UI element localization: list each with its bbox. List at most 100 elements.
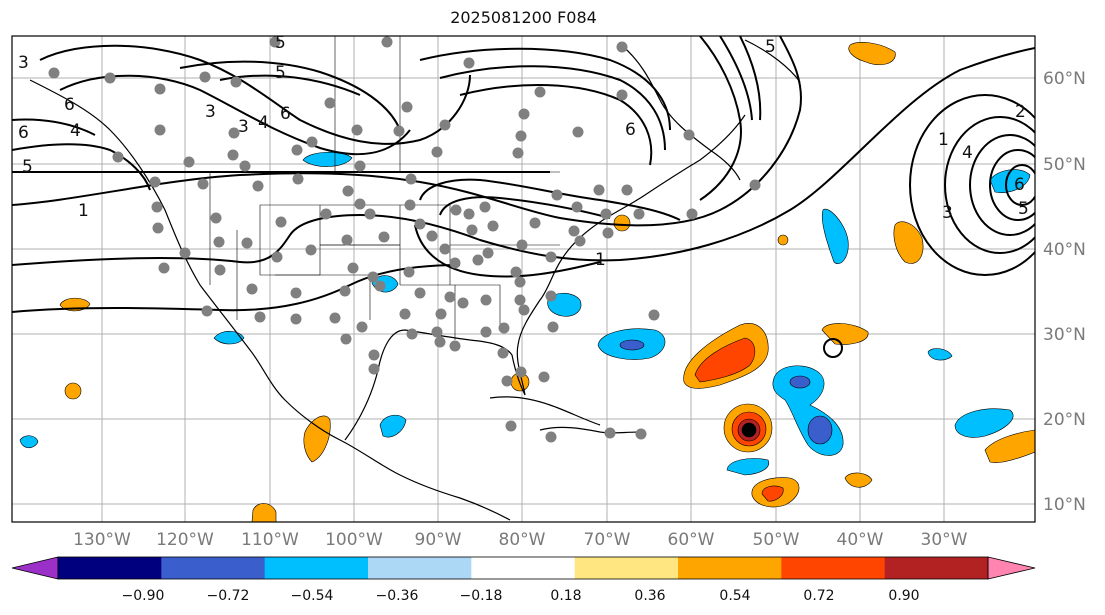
station-marker [227, 149, 239, 161]
station-marker [435, 308, 447, 320]
contour-label: 3 [205, 102, 216, 122]
negative-anomaly-6 [302, 151, 353, 167]
station-marker [505, 420, 517, 432]
station-marker [341, 234, 353, 246]
station-marker [158, 262, 170, 274]
station-marker [213, 236, 225, 248]
station-marker [305, 244, 317, 256]
station-marker [404, 199, 416, 211]
positive-anomaly-g [251, 503, 277, 522]
contour-label: 3 [18, 53, 29, 73]
station-marker [431, 146, 443, 158]
station-marker [472, 254, 484, 266]
station-marker [48, 67, 60, 79]
negative-anomaly-4 [954, 408, 1014, 438]
station-marker [367, 271, 379, 283]
station-marker [518, 108, 530, 120]
colorbar-segment [781, 557, 886, 579]
colorbar-tick-label: −0.18 [460, 588, 503, 604]
station-marker [545, 290, 557, 302]
contour-label: 4 [258, 113, 269, 133]
contour-label: 5 [275, 63, 286, 83]
contour-label-group: 3 5 6 5 3 4 6 4 6 5 1 1 2 1 4 5 6 3 3 5 … [18, 33, 1029, 270]
lon-label: 40°W [837, 530, 884, 550]
station-marker [329, 312, 341, 324]
station-marker [210, 212, 222, 224]
station-marker [463, 57, 475, 69]
station-marker [364, 208, 376, 220]
station-marker [480, 326, 492, 338]
station-marker [368, 349, 380, 361]
contour-label: 3 [238, 117, 249, 137]
colorbar-segment [884, 557, 989, 579]
station-marker [439, 119, 451, 131]
lon-label: 130°W [73, 530, 131, 550]
lon-label: 90°W [415, 530, 462, 550]
station-marker [480, 294, 492, 306]
station-marker [515, 130, 527, 142]
station-marker [414, 218, 426, 230]
colorbar-tick-label: 0.18 [550, 588, 581, 604]
station-marker [593, 184, 605, 196]
station-marker [621, 184, 633, 196]
station-marker [381, 36, 393, 48]
station-marker [291, 144, 303, 156]
colorbar-extend-low [11, 556, 59, 580]
lon-label: 110°W [241, 530, 299, 550]
station-marker [501, 375, 513, 387]
station-marker [749, 179, 761, 191]
station-marker [339, 285, 351, 297]
station-marker [401, 101, 413, 113]
contour-label: 4 [962, 143, 973, 163]
station-marker [457, 297, 469, 309]
positive-anomaly-i [64, 382, 82, 400]
station-marker [514, 294, 526, 306]
contour-label: 1 [938, 130, 949, 150]
positive-anomaly-south-core [761, 485, 784, 502]
station-marker [324, 97, 336, 109]
colorbar-segment [678, 557, 782, 579]
lat-label: 40°N [1043, 240, 1086, 260]
colorbar-segment [58, 557, 162, 579]
station-marker [487, 220, 499, 232]
station-marker [356, 321, 368, 333]
station-marker [351, 124, 363, 136]
map-title: 2025081200 F084 [450, 8, 597, 27]
station-marker [551, 189, 563, 201]
station-marker [403, 266, 415, 278]
station-marker [399, 308, 411, 320]
station-markers [48, 36, 761, 443]
station-marker [635, 428, 647, 440]
negative-anomaly-2-core [807, 415, 833, 445]
station-marker [616, 41, 628, 53]
station-marker [568, 225, 580, 237]
station-marker [516, 239, 528, 251]
negative-anomaly-2-core-b [789, 375, 811, 389]
station-marker [450, 204, 462, 216]
station-marker [183, 156, 195, 168]
colorbar-tick-label: −0.54 [291, 588, 334, 604]
station-marker [463, 208, 475, 220]
colorbar-tick-label: −0.72 [207, 588, 250, 604]
contour-label: 2 [1015, 102, 1026, 122]
map-border [11, 35, 1036, 523]
station-marker [686, 208, 698, 220]
station-marker [426, 230, 438, 242]
contour-label: 6 [64, 95, 75, 115]
station-marker [545, 431, 557, 443]
station-marker [515, 366, 527, 378]
coastlines [29, 39, 801, 521]
station-marker [518, 304, 530, 316]
station-marker [449, 340, 461, 352]
station-marker [374, 280, 386, 292]
station-marker [199, 71, 211, 83]
lat-label: 20°N [1043, 410, 1086, 430]
station-marker [354, 198, 366, 210]
station-marker [574, 235, 586, 247]
contour-label: 5 [275, 33, 286, 53]
contour-label: 1 [78, 201, 89, 221]
lon-label: 30°W [921, 530, 968, 550]
station-marker [431, 326, 443, 338]
negative-anomaly-13 [927, 348, 953, 361]
